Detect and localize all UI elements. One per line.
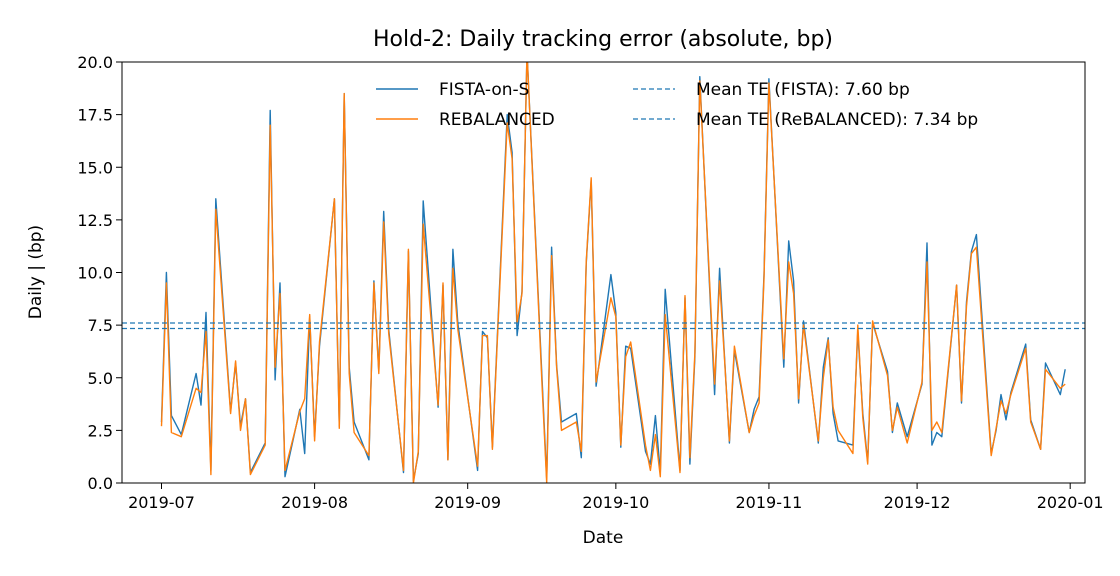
y-tick-label: 0.0 [88,474,113,493]
y-tick-label: 20.0 [77,53,113,72]
y-tick-label: 7.5 [88,316,113,335]
series-line-rebalanced [160,62,1066,483]
x-tick-label: 2020-01 [1037,493,1104,512]
y-tick-label: 5.0 [88,369,113,388]
chart-title: Hold-2: Daily tracking error (absolute, … [373,27,833,52]
legend-label-rebalanced: REBALANCED [439,110,555,130]
legend-label-fista: FISTA-on-S [439,80,529,100]
y-tick-label: 10.0 [77,264,113,283]
x-tick-label: 2019-09 [434,493,501,512]
x-tick-label: 2019-11 [736,493,803,512]
plot-lines [122,62,1085,483]
x-tick-label: 2019-07 [128,493,195,512]
legend-label-mean-fista: Mean TE (FISTA): 7.60 bp [696,80,910,100]
legend-label-mean-rebalanced: Mean TE (ReBALANCED): 7.34 bp [696,110,978,130]
plot-area: 0.0 2.5 5.0 7.5 10.0 12.5 15.0 17.5 20.0 2019-07 2… [77,53,1104,512]
y-tick-label: 12.5 [77,211,113,230]
x-tick-label: 2019-12 [884,493,951,512]
legend: FISTA-on-S REBALANCED Mean TE (FISTA): 7… [376,80,978,130]
y-tick-label: 17.5 [77,106,113,125]
x-axis-label: Date [583,528,624,548]
x-tick-label: 2019-08 [281,493,348,512]
y-tick-label: 15.0 [77,158,113,177]
y-tick-label: 2.5 [88,421,113,440]
y-axis-label: Daily | (bp) [26,225,46,319]
x-tick-label: 2019-10 [582,493,649,512]
